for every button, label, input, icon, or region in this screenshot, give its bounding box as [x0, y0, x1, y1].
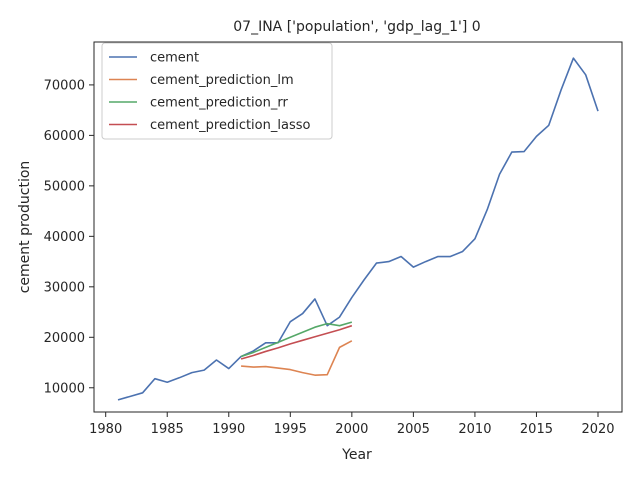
x-axis: 1980 1985 1990 1995 2000 2005 2010 2015 2020	[89, 412, 615, 437]
y-axis-title: cement production	[17, 161, 33, 294]
y-tick-label: 10000	[44, 381, 85, 396]
x-axis-title: Year	[341, 447, 372, 463]
series-line-3	[240, 324, 353, 360]
y-tick-label: 40000	[44, 230, 85, 245]
legend: cement cement_prediction_lm cement_predict…	[101, 42, 333, 140]
x-tick-label: 2005	[397, 422, 430, 437]
x-tick-label: 2010	[458, 422, 491, 437]
plot-area	[117, 57, 599, 401]
plot-frame	[93, 41, 623, 413]
series-line-2	[240, 321, 353, 358]
chart-title: 07_INA ['population', 'gdp_lag_1'] 0	[233, 19, 480, 35]
y-tick-label: 30000	[44, 280, 85, 295]
x-tick-label: 1985	[151, 422, 184, 437]
legend-label-1: cement_prediction_lm	[150, 73, 294, 88]
legend-box	[101, 42, 333, 140]
series-line-0	[117, 57, 599, 401]
legend-label-2: cement_prediction_rr	[150, 96, 288, 111]
series-line-1	[241, 340, 353, 376]
y-tick-label: 50000	[44, 179, 85, 194]
x-tick-label: 2000	[335, 422, 368, 437]
x-tick-label: 2015	[520, 422, 553, 437]
x-tick-label: 1990	[212, 422, 245, 437]
legend-label-3: cement_prediction_lasso	[150, 118, 310, 133]
y-tick-label: 60000	[44, 129, 85, 144]
legend-label-0: cement	[150, 51, 199, 66]
x-tick-label: 1980	[89, 422, 122, 437]
y-tick-label: 70000	[44, 78, 85, 93]
y-tick-label: 20000	[44, 331, 85, 346]
x-tick-label: 1995	[274, 422, 307, 437]
x-tick-label: 2020	[581, 422, 614, 437]
y-axis: 10000 20000 30000 40000 50000 60000 70000	[44, 78, 94, 396]
